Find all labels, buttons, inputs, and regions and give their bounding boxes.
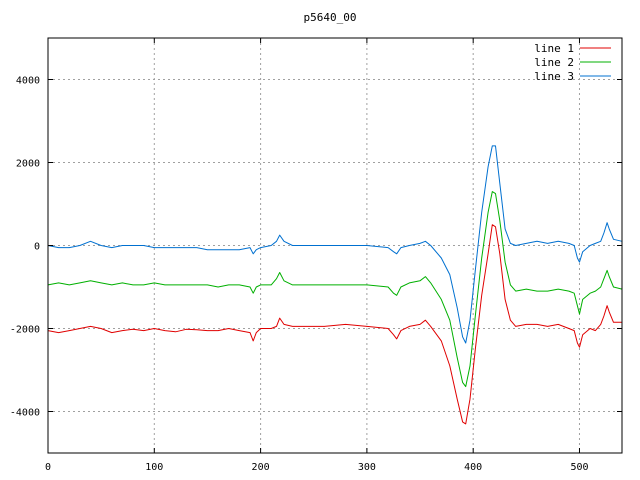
x-tick-label: 400 xyxy=(464,462,482,473)
y-tick-label: -4000 xyxy=(10,408,40,419)
legend-label-1: line 1 xyxy=(534,42,574,55)
series-line-2 xyxy=(47,191,623,388)
x-tick-label: 0 xyxy=(45,462,51,473)
series-line-1 xyxy=(47,224,622,425)
axis-ticks: 0 100 200 300 400 500 -4000 -2000 0 2000 4000 xyxy=(10,38,622,473)
x-tick-label: 300 xyxy=(358,462,376,473)
legend-label-2: line 2 xyxy=(534,56,574,69)
y-tick-label: 0 xyxy=(34,242,40,253)
y-tick-label: 2000 xyxy=(16,159,40,170)
series-line-3 xyxy=(47,145,623,344)
series-group xyxy=(47,145,623,425)
legend-label-3: line 3 xyxy=(534,70,574,83)
x-tick-label: 100 xyxy=(145,462,163,473)
x-tick-label: 500 xyxy=(570,462,588,473)
x-tick-label: 200 xyxy=(252,462,270,473)
y-tick-label: -2000 xyxy=(10,325,40,336)
y-tick-label: 4000 xyxy=(16,76,40,87)
chart-title: p5640_00 xyxy=(304,11,357,24)
